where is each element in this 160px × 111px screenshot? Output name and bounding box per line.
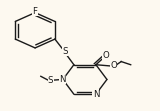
Text: N: N [60,75,66,84]
Text: S: S [48,76,53,85]
Text: O: O [110,61,117,70]
Text: N: N [93,90,99,99]
Text: O: O [102,51,109,59]
Text: S: S [62,47,68,56]
Text: F: F [33,7,38,16]
